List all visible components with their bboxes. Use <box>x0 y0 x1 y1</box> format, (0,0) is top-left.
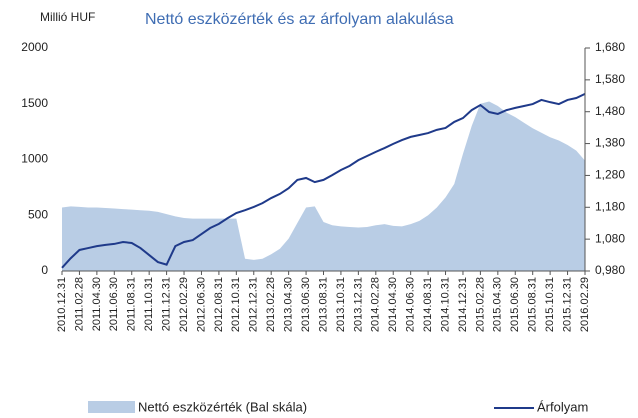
y-tick-label: 1500 <box>21 96 48 110</box>
x-tick-label: 2013.10.31 <box>335 277 347 332</box>
x-tick-label: 2013.02.28 <box>265 277 277 332</box>
legend-label: Árfolyam <box>537 399 588 414</box>
x-tick-label: 2015.12.31 <box>561 277 573 332</box>
x-tick-label: 2014.12.31 <box>457 277 469 332</box>
area <box>62 101 585 272</box>
legend-swatch <box>88 401 135 413</box>
x-tick-label: 2015.08.31 <box>527 277 539 332</box>
y-axis-title: Millió HUF <box>40 10 95 24</box>
x-tick-label: 2013.06.30 <box>300 277 312 332</box>
x-tick-label: 2012.06.30 <box>195 277 207 332</box>
y2-tick-label: 1,280 <box>595 168 625 182</box>
y2-tick-label: 1,480 <box>595 104 625 118</box>
x-tick-label: 2013.08.31 <box>317 277 329 332</box>
x-tick-label: 2010.12.31 <box>56 277 68 332</box>
x-tick-label: 2012.08.31 <box>213 277 225 332</box>
y2-tick-label: 0,980 <box>595 263 625 277</box>
y-tick-label: 0 <box>41 263 48 277</box>
x-tick-label: 2014.08.31 <box>422 277 434 332</box>
x-tick-label: 2015.02.28 <box>474 277 486 332</box>
x-tick-label: 2016.02.29 <box>579 277 591 332</box>
y-tick-label: 1000 <box>21 152 48 166</box>
x-tick-label: 2014.10.31 <box>439 277 451 332</box>
y2-tick-label: 1,380 <box>595 136 625 150</box>
line <box>61 92 586 269</box>
x-tick-label: 2012.12.31 <box>248 277 260 332</box>
y2-tick-label: 1,580 <box>595 72 625 86</box>
x-tick-label: 2012.10.31 <box>230 277 242 332</box>
x-tick-label: 2014.02.28 <box>370 277 382 332</box>
x-tick-label: 2011.12.31 <box>161 277 173 331</box>
x-tick-label: 2014.06.30 <box>405 277 417 332</box>
x-tick-label: 2012.02.29 <box>178 277 190 332</box>
x-tick-label: 2013.04.30 <box>283 277 295 332</box>
x-tick-label: 2015.04.30 <box>492 277 504 332</box>
y-tick-label: 500 <box>28 207 48 221</box>
x-tick-label: 2011.06.30 <box>108 277 120 331</box>
x-tick-label: 2011.08.31 <box>126 277 138 331</box>
chart-title: Nettó eszközérték és az árfolyam alakulá… <box>145 11 454 28</box>
legend-label: Nettó eszközérték (Bal skála) <box>138 399 307 414</box>
x-tick-label: 2015.10.31 <box>544 277 556 332</box>
x-tick-label: 2011.04.30 <box>91 277 103 331</box>
x-tick-label: 2015.06.30 <box>509 277 521 332</box>
y2-tick-label: 1,680 <box>595 40 625 54</box>
x-tick-label: 2013.12.31 <box>352 277 364 332</box>
y2-tick-label: 1,080 <box>595 231 625 245</box>
x-tick-label: 2011.10.31 <box>143 277 155 331</box>
y2-tick-label: 1,180 <box>595 199 625 213</box>
y-tick-label: 2000 <box>21 40 48 54</box>
x-tick-label: 2014.04.30 <box>387 277 399 332</box>
x-tick-label: 2011.02.28 <box>73 277 85 331</box>
